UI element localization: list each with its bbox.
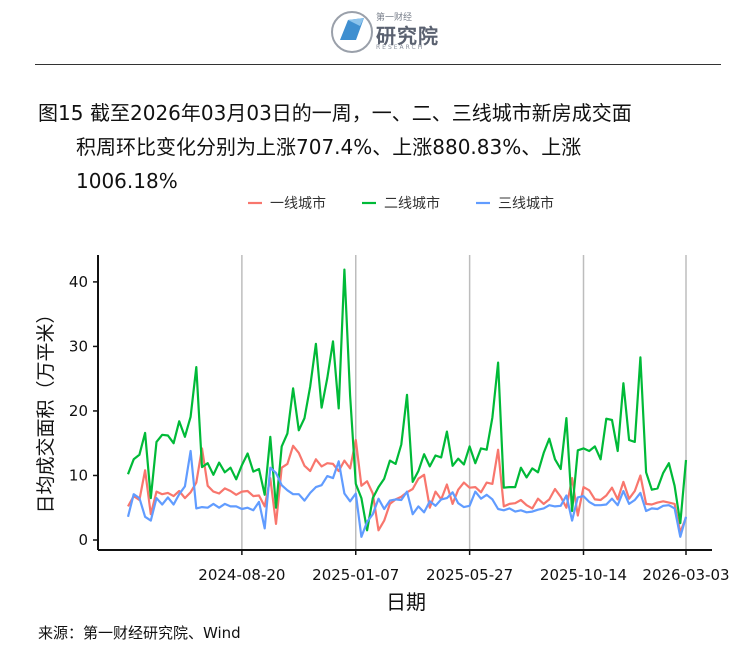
series-line-2 (126, 268, 688, 532)
figure-title-line-3: 1006.18% (76, 169, 178, 193)
logo-name-text: 研究院 (376, 24, 439, 48)
legend-label: 一线城市 (270, 195, 326, 212)
x-tick-label: 2025-10-14 (540, 566, 627, 584)
x-tick-label: 2025-05-27 (426, 566, 513, 584)
logo-english-text: RESEARCH (376, 44, 425, 51)
y-axis-label: 日均成交面积（万平米） (35, 304, 57, 513)
chart-gridlines (241, 255, 687, 550)
header-divider (35, 64, 721, 65)
y-tick-label: 20 (69, 402, 88, 420)
line-chart: 一线城市 二线城市 三线城市 2024-08-20 2025-01-07 2025-05… (35, 195, 730, 614)
y-tick-label: 30 (69, 337, 88, 355)
figure-title-line-2: 积周环比变化分别为上涨707.4%、上涨880.83%、上涨 (76, 135, 582, 159)
series-line-3 (126, 449, 688, 538)
legend-label: 二线城市 (384, 195, 440, 212)
source-note: 来源：第一财经研究院、Wind (38, 624, 241, 642)
x-axis-label: 日期 (386, 590, 426, 614)
chart-axes (97, 255, 712, 551)
y-tick-label: 40 (69, 273, 88, 291)
y-tick-label: 0 (78, 531, 88, 549)
x-tick-label: 2025-01-07 (312, 566, 399, 584)
logo-emblem-icon (331, 11, 373, 53)
y-tick-label: 10 (69, 466, 88, 484)
figure-number: 图15 (38, 101, 84, 125)
brand-logo: 第一财经 研究院 RESEARCH (330, 6, 440, 58)
legend-label: 三线城市 (498, 195, 554, 212)
x-tick-label: 2026-03-03 (642, 566, 729, 584)
figure-title-line-1: 截至2026年03月03日的一周，一、二、三线城市新房成交面 (90, 101, 632, 125)
logo-top-text: 第一财经 (376, 13, 413, 23)
chart-ticks: 2024-08-20 2025-01-07 2025-05-27 2025-10-14… (69, 273, 730, 584)
chart-series (126, 268, 688, 538)
figure-title: 图15 截至2026年03月03日的一周，一、二、三线城市新房成交面 积周环比变化… (38, 96, 728, 198)
chart-legend: 一线城市 二线城市 三线城市 (248, 195, 554, 212)
x-tick-label: 2024-08-20 (198, 566, 285, 584)
